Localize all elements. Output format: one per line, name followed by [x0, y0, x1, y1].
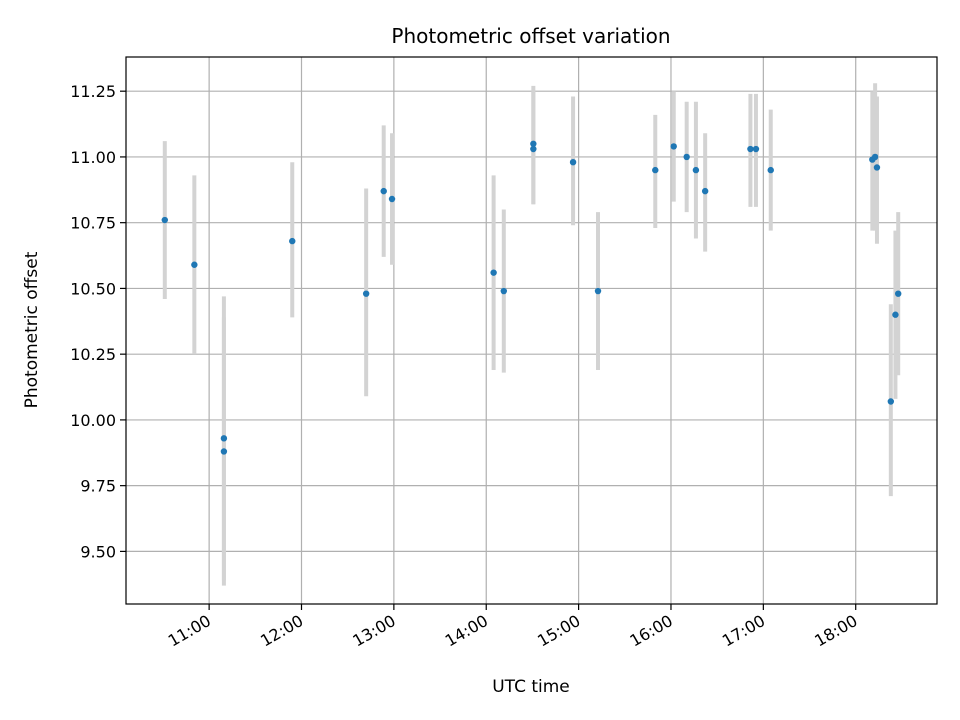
data-point — [701, 187, 709, 195]
chart-title: Photometric offset variation — [391, 24, 670, 48]
data-point — [873, 164, 881, 171]
data-point — [892, 311, 899, 318]
data-point — [289, 237, 296, 245]
data-point — [380, 187, 387, 195]
y-tick-label: 10.25 — [70, 345, 116, 364]
data-point — [191, 261, 198, 268]
data-point — [220, 435, 228, 442]
data-point — [895, 290, 902, 297]
data-point — [220, 448, 228, 455]
data-point — [569, 158, 577, 166]
data-point — [530, 145, 537, 153]
data-point — [871, 153, 879, 161]
y-tick-label: 9.50 — [80, 542, 116, 561]
data-point — [683, 153, 690, 161]
data-point — [362, 290, 370, 297]
data-point — [670, 143, 677, 150]
y-axis-ticks: 9.50 9.75 10.00 10.25 10.50 10.75 11.00 11.25 — [70, 82, 126, 561]
y-tick-label: 10.50 — [70, 279, 116, 298]
y-tick-label: 10.75 — [70, 214, 116, 233]
data-point — [752, 145, 760, 153]
data-point — [767, 166, 774, 174]
y-tick-label: 11.25 — [70, 82, 116, 101]
plot-frame — [125, 56, 938, 605]
data-point — [887, 398, 895, 405]
data-point — [388, 195, 396, 203]
data-point — [161, 216, 168, 224]
data-point — [500, 287, 507, 295]
data-point — [692, 166, 700, 174]
y-axis-label: Photometric offset — [22, 251, 42, 408]
data-point — [747, 145, 754, 153]
data-point — [490, 269, 497, 276]
y-tick-label: 11.00 — [70, 148, 116, 167]
y-tick-label: 10.00 — [70, 411, 116, 430]
data-point — [652, 166, 659, 174]
x-axis-label: UTC time — [492, 677, 570, 697]
data-point — [530, 140, 537, 147]
y-tick-label: 9.75 — [80, 477, 116, 496]
data-point — [594, 287, 602, 295]
data-points — [161, 140, 902, 455]
